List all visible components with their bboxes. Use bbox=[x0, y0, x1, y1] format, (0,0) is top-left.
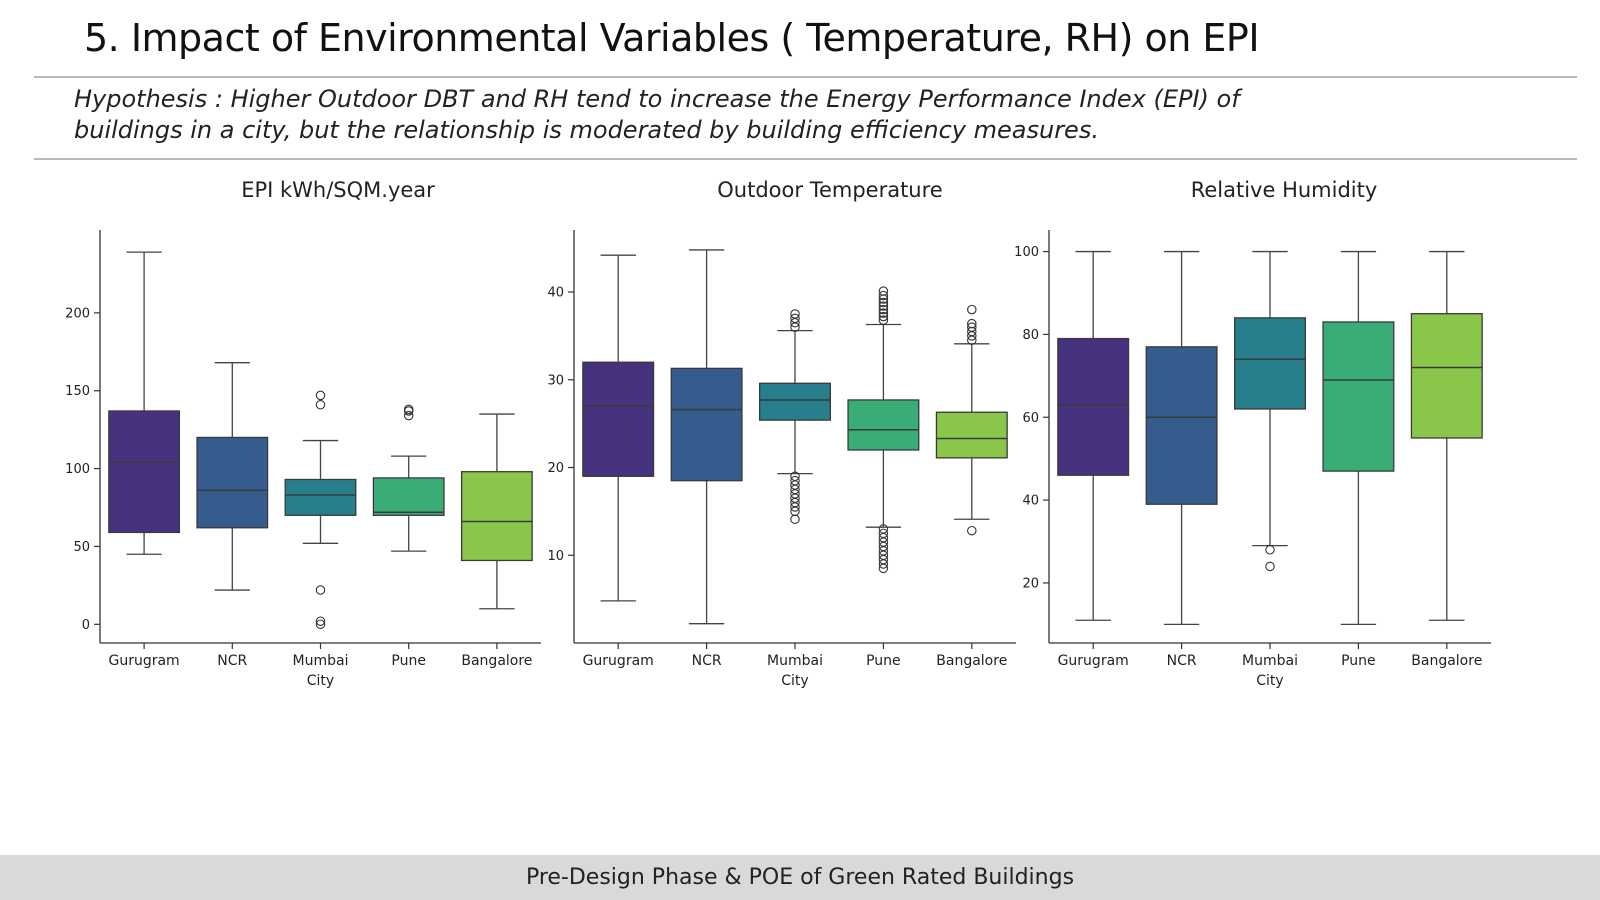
panel-title: EPI kWh/SQM.year bbox=[241, 178, 435, 202]
footer-text: Pre-Design Phase & POE of Green Rated Bu… bbox=[525, 865, 1075, 890]
boxplot-svg: EPI kWh/SQM.year 0 50 100 150 200 Gurugram NCR M… bbox=[65, 178, 1491, 689]
outlier-point bbox=[315, 619, 326, 630]
category-label: NCR bbox=[692, 653, 722, 669]
slide-title: 5. Impact of Environmental Variables ( T… bbox=[84, 16, 1260, 60]
outlier-point bbox=[878, 559, 889, 569]
y-tick-label: 50 bbox=[73, 540, 90, 555]
box-iqr bbox=[582, 361, 655, 477]
y-tick-label: 100 bbox=[65, 462, 90, 477]
box-iqr bbox=[284, 478, 357, 516]
category-label: Gurugram bbox=[108, 653, 179, 669]
outlier-point bbox=[790, 309, 800, 319]
outlier-point bbox=[967, 322, 977, 332]
box-iqr bbox=[372, 477, 445, 516]
chart-panel-2: Outdoor Temperature 10 20 30 40 Gurugram NCR Mu… bbox=[547, 178, 1016, 689]
outlier-point bbox=[878, 311, 889, 322]
outlier-point bbox=[790, 502, 800, 512]
panel-title: Relative Humidity bbox=[1191, 178, 1378, 202]
chart-panel-1: EPI kWh/SQM.year 0 50 100 150 200 Gurugram NCR M… bbox=[65, 178, 541, 689]
outlier-point bbox=[878, 297, 889, 308]
outlier-point bbox=[315, 399, 326, 410]
y-tick-label: 80 bbox=[1022, 328, 1039, 343]
box-iqr bbox=[1233, 317, 1307, 410]
outlier-point bbox=[403, 410, 414, 421]
category-label: City bbox=[307, 673, 334, 689]
category-label: Mumbai bbox=[293, 653, 349, 669]
category-label: City bbox=[1256, 673, 1283, 689]
category-label: Bangalore bbox=[461, 653, 532, 669]
outlier-point bbox=[790, 313, 800, 324]
outlier-point bbox=[403, 404, 414, 415]
y-tick-label: 10 bbox=[547, 549, 564, 564]
category-label: Bangalore bbox=[1411, 653, 1482, 669]
chart-panel-3: Relative Humidity 20 40 60 80 100 Gurugram NCR M… bbox=[1014, 178, 1491, 689]
outlier-point bbox=[878, 286, 889, 296]
footer-bar: Pre-Design Phase & POE of Green Rated Bu… bbox=[0, 855, 1600, 900]
category-label: Pune bbox=[866, 653, 901, 669]
box-iqr bbox=[196, 436, 269, 529]
outlier-point bbox=[967, 525, 977, 536]
y-tick-label: 20 bbox=[547, 461, 564, 476]
hypothesis-divider bbox=[34, 158, 1577, 160]
y-tick-label: 100 bbox=[1014, 245, 1039, 260]
outlier-point bbox=[967, 304, 977, 315]
y-tick-label: 150 bbox=[65, 384, 90, 399]
y-tick-label: 200 bbox=[65, 306, 90, 321]
outlier-point bbox=[967, 318, 977, 329]
outlier-point bbox=[878, 301, 889, 311]
outlier-point bbox=[878, 290, 889, 301]
outlier-point bbox=[878, 308, 889, 318]
outlier-point bbox=[315, 616, 326, 626]
panel-title: Outdoor Temperature bbox=[717, 178, 942, 202]
category-label: Bangalore bbox=[936, 653, 1007, 669]
outlier-point bbox=[790, 514, 800, 525]
outlier-point bbox=[315, 585, 326, 595]
y-tick-label: 30 bbox=[547, 373, 564, 388]
box-iqr bbox=[108, 410, 181, 534]
category-label: Gurugram bbox=[583, 653, 654, 669]
box-iqr bbox=[1145, 346, 1218, 505]
category-label: Mumbai bbox=[767, 653, 823, 669]
box-iqr bbox=[670, 367, 743, 482]
category-label: City bbox=[781, 673, 808, 689]
category-label: Pune bbox=[391, 653, 426, 669]
hypothesis-line-2: buildings in a city, but the relationshi… bbox=[74, 116, 1099, 144]
outlier-point bbox=[878, 315, 889, 325]
boxplot-figure: EPI kWh/SQM.year 0 50 100 150 200 Gurugram NCR M… bbox=[0, 165, 1600, 705]
box-iqr bbox=[1057, 337, 1130, 476]
outlier-point bbox=[1265, 545, 1275, 555]
category-label: Pune bbox=[1341, 653, 1376, 669]
box-iqr bbox=[1410, 313, 1483, 439]
category-label: Gurugram bbox=[1058, 653, 1129, 669]
y-tick-label: 60 bbox=[1022, 411, 1039, 426]
category-label: Mumbai bbox=[1242, 653, 1298, 669]
y-tick-label: 0 bbox=[82, 618, 90, 633]
title-divider bbox=[34, 76, 1577, 78]
outlier-point bbox=[878, 563, 889, 574]
outlier-point bbox=[878, 304, 889, 315]
box-iqr bbox=[758, 382, 832, 421]
box-iqr bbox=[1322, 321, 1395, 472]
outlier-point bbox=[315, 390, 326, 401]
box-iqr bbox=[935, 411, 1008, 459]
hypothesis-line-1: Hypothesis : Higher Outdoor DBT and RH t… bbox=[74, 85, 1240, 113]
y-tick-label: 40 bbox=[547, 286, 564, 301]
box-iqr bbox=[460, 471, 533, 562]
y-tick-label: 40 bbox=[1022, 494, 1039, 509]
y-tick-label: 20 bbox=[1022, 576, 1039, 591]
hypothesis-text: Hypothesis : Higher Outdoor DBT and RH t… bbox=[74, 84, 1394, 146]
outlier-point bbox=[1265, 561, 1275, 572]
box-iqr bbox=[847, 399, 920, 451]
category-label: NCR bbox=[1167, 653, 1197, 669]
category-label: NCR bbox=[217, 653, 247, 669]
